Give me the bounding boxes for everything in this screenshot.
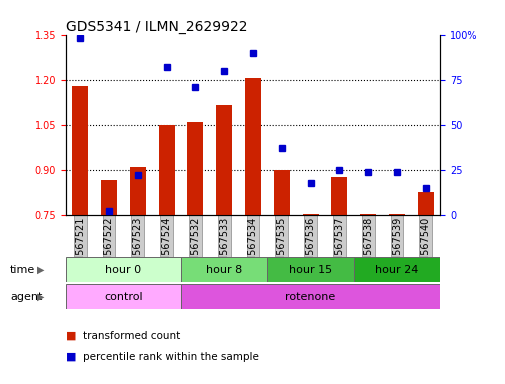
Bar <box>159 125 174 215</box>
Text: rotenone: rotenone <box>285 291 335 302</box>
Text: time: time <box>10 265 35 275</box>
Bar <box>216 105 232 215</box>
Bar <box>101 180 117 215</box>
Bar <box>417 192 433 215</box>
Bar <box>353 257 439 282</box>
Text: percentile rank within the sample: percentile rank within the sample <box>83 352 259 362</box>
Text: ■: ■ <box>66 331 76 341</box>
Bar <box>72 86 88 215</box>
Bar <box>388 214 404 215</box>
Bar <box>331 177 346 215</box>
Text: control: control <box>104 291 142 302</box>
Bar <box>244 78 261 215</box>
Text: GDS5341 / ILMN_2629922: GDS5341 / ILMN_2629922 <box>66 20 247 33</box>
Bar <box>66 257 181 282</box>
Text: hour 24: hour 24 <box>375 265 418 275</box>
Bar <box>181 257 267 282</box>
Text: hour 15: hour 15 <box>288 265 331 275</box>
Bar <box>187 122 203 215</box>
Bar <box>66 284 181 309</box>
Bar <box>267 257 353 282</box>
Bar <box>302 214 318 215</box>
Bar <box>181 284 439 309</box>
Bar <box>360 214 375 215</box>
Text: agent: agent <box>10 291 42 302</box>
Bar <box>273 170 289 215</box>
Text: ■: ■ <box>66 352 76 362</box>
Text: hour 8: hour 8 <box>206 265 242 275</box>
Text: hour 0: hour 0 <box>105 265 141 275</box>
Bar <box>130 167 145 215</box>
Text: transformed count: transformed count <box>83 331 180 341</box>
Text: ▶: ▶ <box>37 291 44 302</box>
Text: ▶: ▶ <box>37 265 44 275</box>
